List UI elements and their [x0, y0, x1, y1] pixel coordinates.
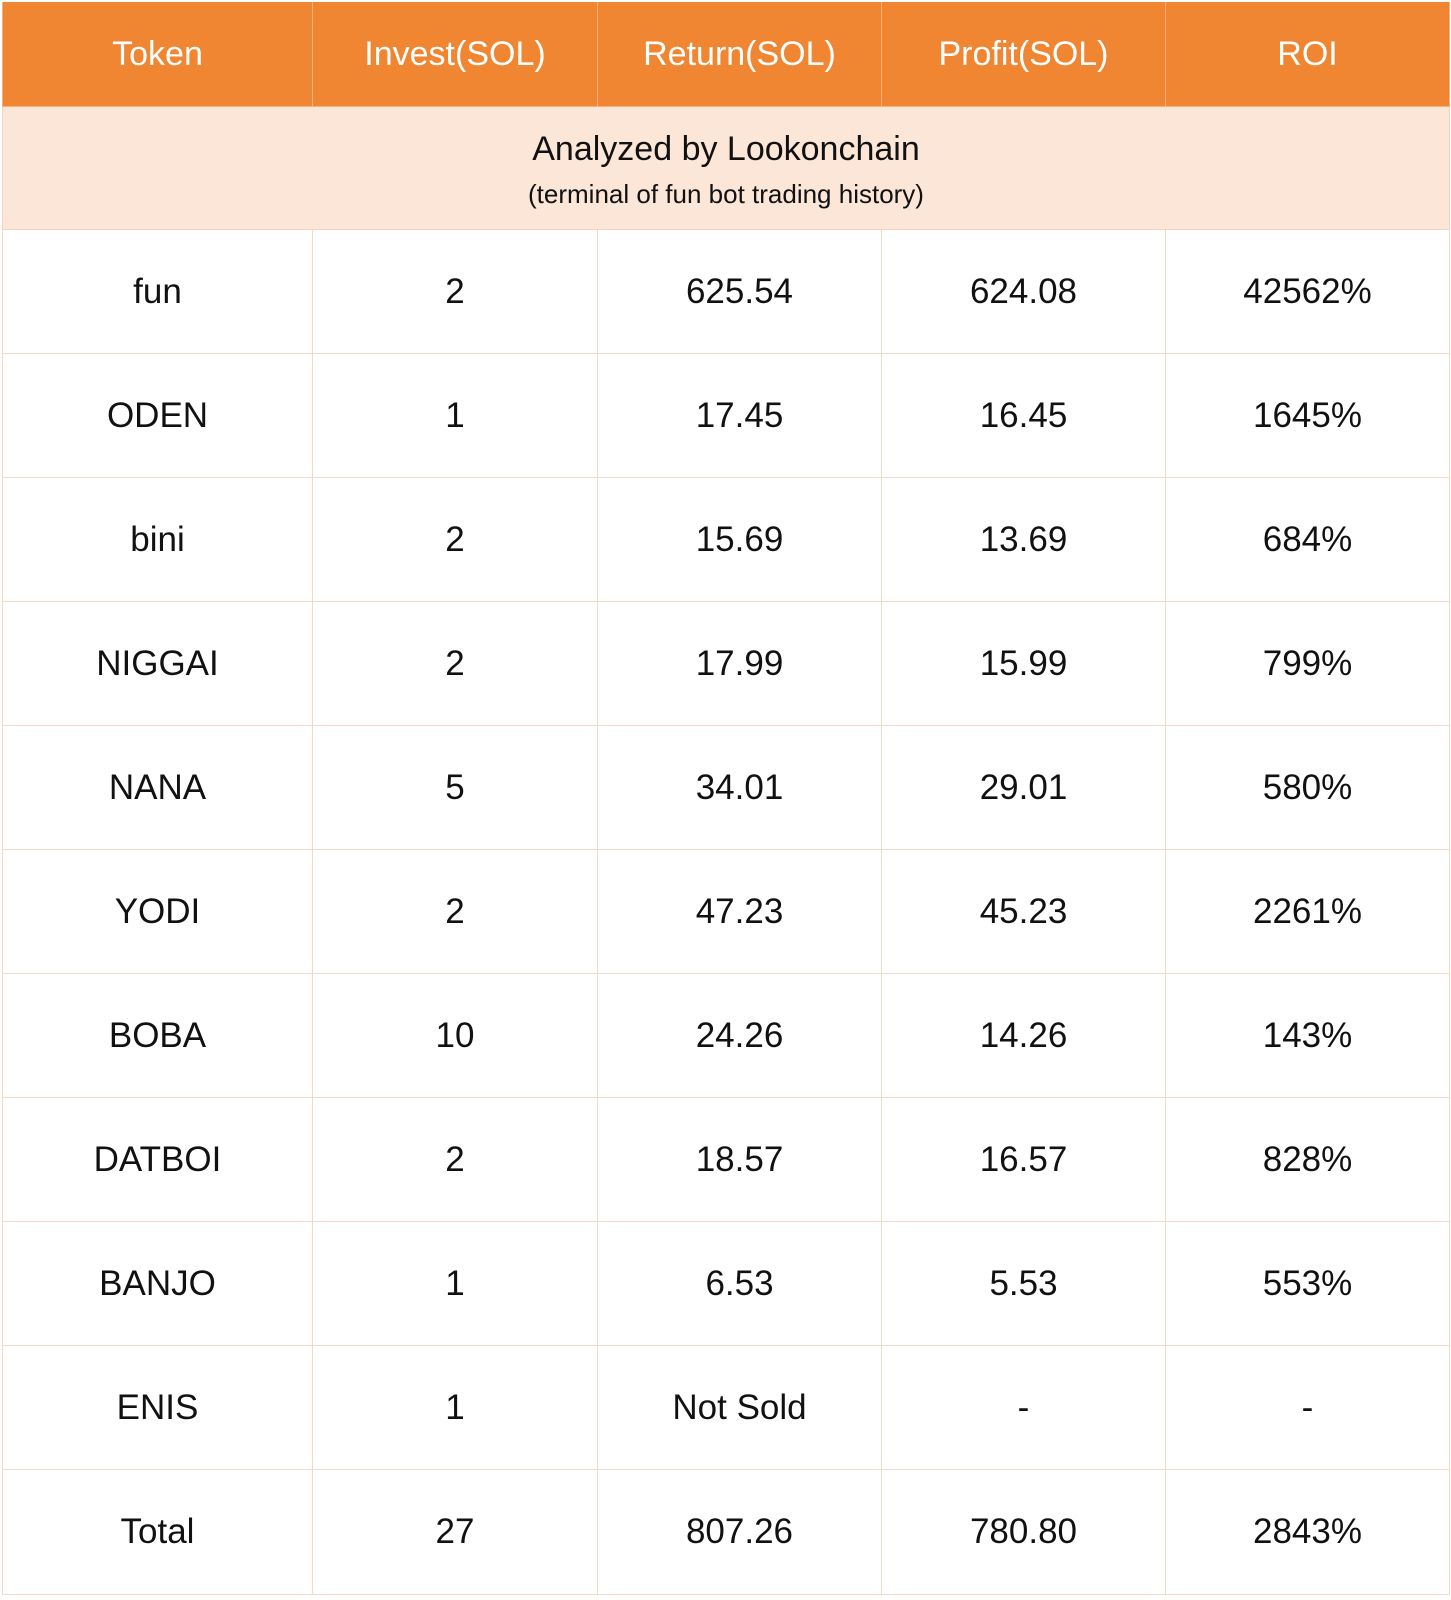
return-cell: 625.54	[597, 229, 882, 354]
table-row: NANA 5 34.01 29.01 580%	[2, 725, 1450, 850]
return-cell: 17.45	[597, 353, 882, 478]
analysis-note-row: Analyzed by Lookonchain (terminal of fun…	[2, 106, 1450, 230]
roi-cell: 580%	[1165, 725, 1450, 850]
invest-cell: 2	[312, 601, 598, 726]
roi-cell: 2261%	[1165, 849, 1450, 974]
invest-cell: 1	[312, 1345, 598, 1470]
profit-cell: 15.99	[881, 601, 1166, 726]
profit-cell: 5.53	[881, 1221, 1166, 1346]
table-row: YODI 2 47.23 45.23 2261%	[2, 849, 1450, 974]
profit-cell: 624.08	[881, 229, 1166, 354]
total-invest-cell: 27	[312, 1469, 598, 1595]
return-cell: 24.26	[597, 973, 882, 1098]
profit-cell: 16.57	[881, 1097, 1166, 1222]
token-cell: NIGGAI	[2, 601, 313, 726]
token-cell: DATBOI	[2, 1097, 313, 1222]
table-row: fun 2 625.54 624.08 42562%	[2, 229, 1450, 354]
roi-cell: 799%	[1165, 601, 1450, 726]
profit-cell: -	[881, 1345, 1166, 1470]
table-row: BOBA 10 24.26 14.26 143%	[2, 973, 1450, 1098]
roi-cell: 553%	[1165, 1221, 1450, 1346]
column-header-token: Token	[2, 2, 313, 107]
analysis-note: Analyzed by Lookonchain (terminal of fun…	[2, 106, 1450, 230]
token-cell: NANA	[2, 725, 313, 850]
note-subtitle: (terminal of fun bot trading history)	[528, 179, 924, 209]
token-cell: bini	[2, 477, 313, 602]
invest-cell: 2	[312, 477, 598, 602]
profit-cell: 14.26	[881, 973, 1166, 1098]
total-profit-cell: 780.80	[881, 1469, 1166, 1595]
total-row: Total 27 807.26 780.80 2843%	[2, 1469, 1450, 1595]
table-row: ENIS 1 Not Sold - -	[2, 1345, 1450, 1470]
column-header-roi: ROI	[1165, 2, 1450, 107]
roi-cell: 143%	[1165, 973, 1450, 1098]
roi-cell: 828%	[1165, 1097, 1450, 1222]
token-cell: BANJO	[2, 1221, 313, 1346]
profit-cell: 13.69	[881, 477, 1166, 602]
table-row: ODEN 1 17.45 16.45 1645%	[2, 353, 1450, 478]
return-cell: 17.99	[597, 601, 882, 726]
profit-cell: 29.01	[881, 725, 1166, 850]
token-cell: fun	[2, 229, 313, 354]
return-cell: Not Sold	[597, 1345, 882, 1470]
invest-cell: 10	[312, 973, 598, 1098]
column-header-profit: Profit(SOL)	[881, 2, 1166, 107]
profit-cell: 16.45	[881, 353, 1166, 478]
invest-cell: 1	[312, 353, 598, 478]
total-return-cell: 807.26	[597, 1469, 882, 1595]
token-cell: BOBA	[2, 973, 313, 1098]
invest-cell: 2	[312, 849, 598, 974]
invest-cell: 5	[312, 725, 598, 850]
invest-cell: 2	[312, 1097, 598, 1222]
return-cell: 34.01	[597, 725, 882, 850]
total-roi-cell: 2843%	[1165, 1469, 1450, 1595]
table-row: DATBOI 2 18.57 16.57 828%	[2, 1097, 1450, 1222]
token-cell: ENIS	[2, 1345, 313, 1470]
token-cell: ODEN	[2, 353, 313, 478]
header-row: Token Invest(SOL) Return(SOL) Profit(SOL…	[2, 2, 1450, 107]
column-header-return: Return(SOL)	[597, 2, 882, 107]
token-cell: YODI	[2, 849, 313, 974]
table-row: BANJO 1 6.53 5.53 553%	[2, 1221, 1450, 1346]
return-cell: 47.23	[597, 849, 882, 974]
profit-cell: 45.23	[881, 849, 1166, 974]
total-token-cell: Total	[2, 1469, 313, 1595]
column-header-invest: Invest(SOL)	[312, 2, 598, 107]
invest-cell: 2	[312, 229, 598, 354]
note-title: Analyzed by Lookonchain	[532, 130, 920, 168]
table-row: NIGGAI 2 17.99 15.99 799%	[2, 601, 1450, 726]
roi-cell: 1645%	[1165, 353, 1450, 478]
table-row: bini 2 15.69 13.69 684%	[2, 477, 1450, 602]
roi-cell: -	[1165, 1345, 1450, 1470]
roi-cell: 684%	[1165, 477, 1450, 602]
return-cell: 6.53	[597, 1221, 882, 1346]
roi-cell: 42562%	[1165, 229, 1450, 354]
invest-cell: 1	[312, 1221, 598, 1346]
return-cell: 15.69	[597, 477, 882, 602]
return-cell: 18.57	[597, 1097, 882, 1222]
